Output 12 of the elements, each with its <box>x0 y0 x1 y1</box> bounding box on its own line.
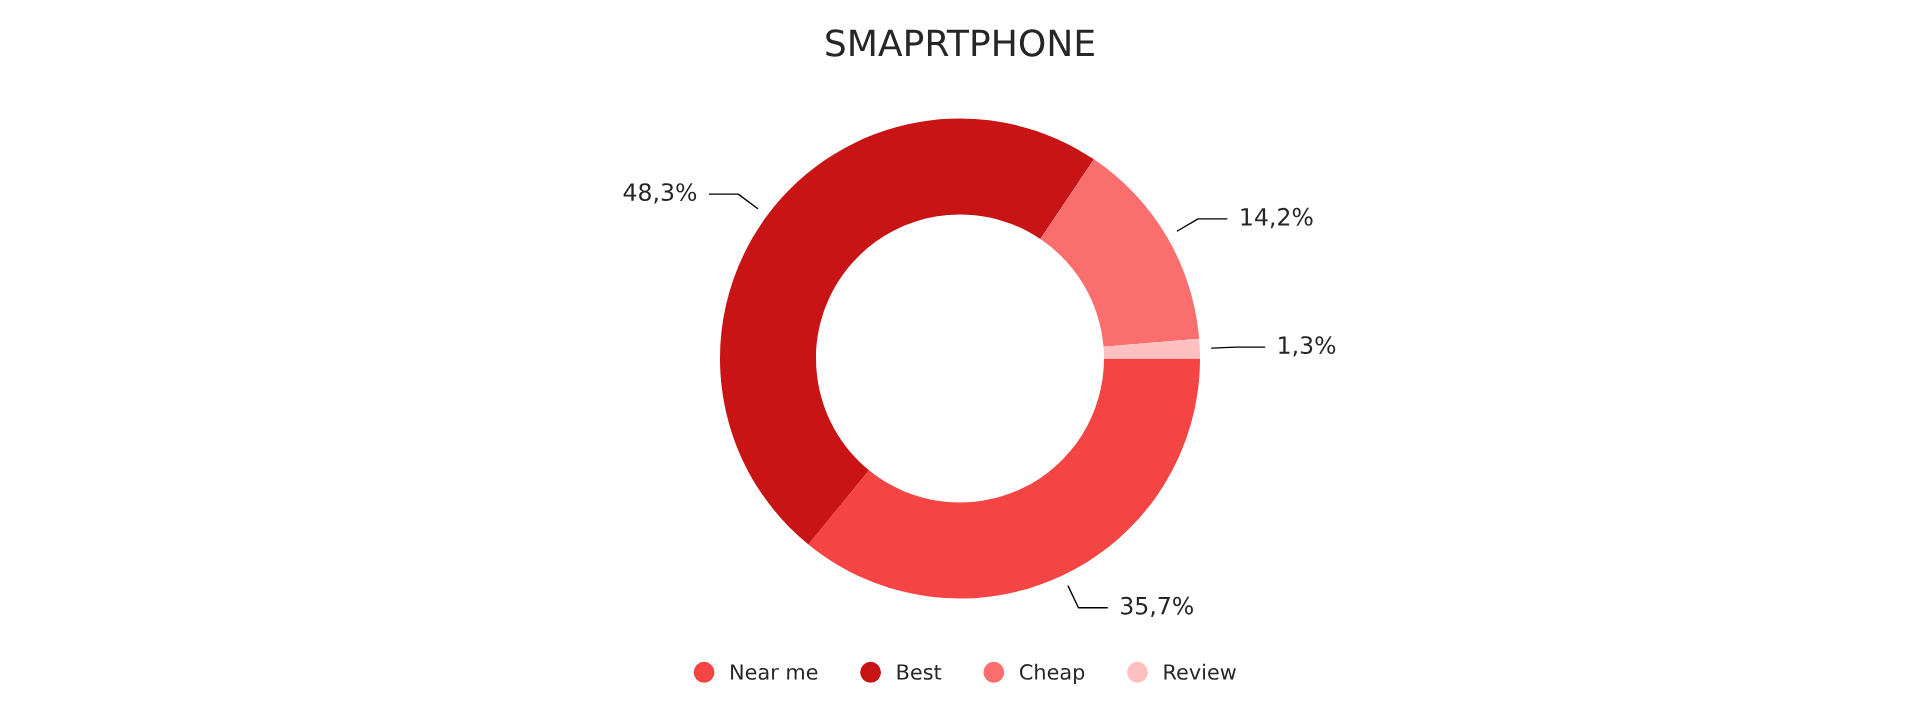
donut-slice <box>1040 159 1200 347</box>
chart-title: SMAPRTPHONE <box>826 29 1094 57</box>
data-label: 14,2% <box>1241 207 1313 229</box>
donut-slice <box>720 118 1094 545</box>
data-label: 48,3% <box>623 183 697 204</box>
legend-label: Cheap <box>1019 663 1085 684</box>
data-label: 35,7% <box>1121 596 1193 618</box>
legend-label: Near me <box>731 664 818 680</box>
legend-label: Review <box>1164 663 1236 680</box>
data-label: 1,3% <box>1279 336 1336 357</box>
legend-label: Best <box>897 664 942 680</box>
donut-slice <box>1103 338 1200 359</box>
